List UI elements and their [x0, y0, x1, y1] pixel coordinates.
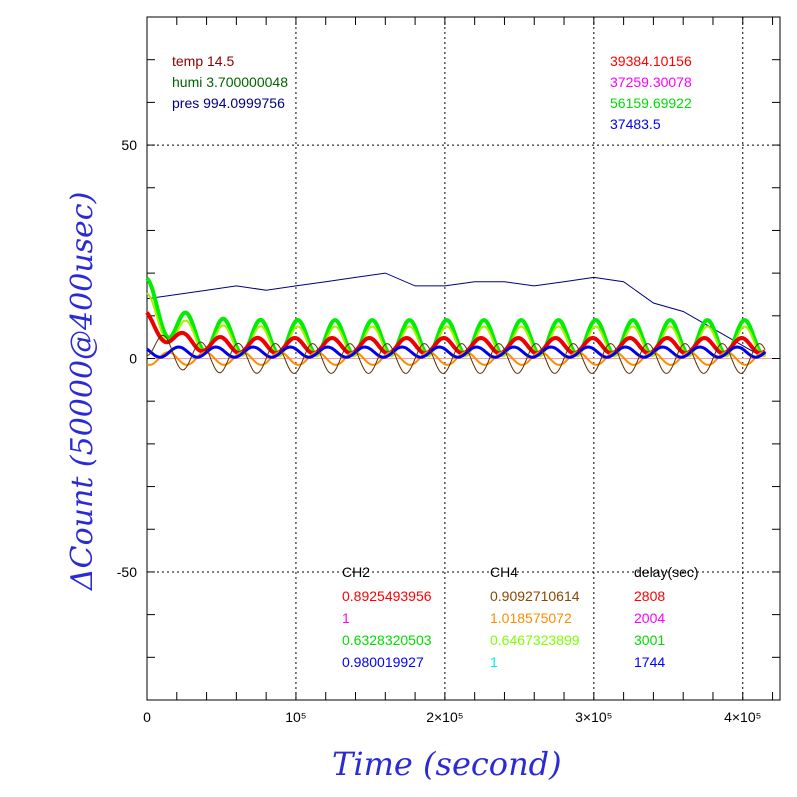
tick-labels: 0 10⁵ 2×10⁵ 3×10⁵ 4×10⁵ 50 0 -50: [117, 137, 762, 725]
y-tick-label: 0: [129, 351, 137, 367]
table-cell-ch4: 0.6467323899: [490, 632, 580, 648]
table-cell-delay: 3001: [634, 632, 665, 648]
table-cell-ch2: 1: [342, 610, 350, 626]
x-tick-label: 2×10⁵: [426, 709, 463, 725]
table-cell-delay: 2004: [634, 610, 665, 626]
table-cell-ch2: 0.6328320503: [342, 632, 432, 648]
channel-mean-label: 56159.69922: [610, 95, 692, 111]
channel-means: 39384.10156 37259.30078 56159.69922 37483.5: [610, 53, 692, 132]
env-label: pres 994.0999756: [172, 95, 285, 111]
env-label: temp 14.5: [172, 53, 234, 69]
series-group: [145, 272, 767, 374]
table-cell-ch4: 1: [490, 654, 498, 670]
series-line: [146, 334, 766, 374]
x-tick-label: 0: [143, 709, 151, 725]
channel-mean-label: 37259.30078: [610, 74, 692, 90]
x-tick-label: 3×10⁵: [575, 709, 612, 725]
x-tick-label: 10⁵: [285, 709, 306, 725]
env-label: humi 3.700000048: [172, 74, 288, 90]
series-line: [146, 272, 758, 355]
table-cell-ch4: 0.9092710614: [490, 588, 580, 604]
table-cell-ch4: 1.018575072: [490, 610, 572, 626]
minor-ticks: [147, 16, 780, 701]
environment-labels: temp 14.5 humi 3.700000048 pres 994.099975…: [172, 53, 288, 111]
channel-mean-label: 37483.5: [610, 116, 661, 132]
y-tick-label: -50: [117, 564, 137, 580]
table-cell-delay: 2808: [634, 588, 665, 604]
y-tick-label: 50: [121, 137, 137, 153]
table-cell-ch2: 0.980019927: [342, 654, 424, 670]
channel-mean-label: 39384.10156: [610, 53, 692, 69]
y-axis-label: ΔCount (50000@400usec): [65, 192, 100, 591]
series-line: [146, 351, 766, 366]
table-cell-ch2: 0.8925493956: [342, 588, 432, 604]
ratio-table: CH2 CH4 delay(sec) 0.8925493956 0.9092710614…: [342, 564, 699, 670]
table-header: CH2: [342, 564, 370, 580]
x-tick-label: 4×10⁵: [724, 709, 761, 725]
table-cell-delay: 1744: [634, 654, 665, 670]
x-axis-label: Time (second): [332, 745, 562, 783]
table-header: CH4: [490, 564, 518, 580]
series-line: [146, 345, 767, 359]
table-header: delay(sec): [634, 564, 699, 580]
